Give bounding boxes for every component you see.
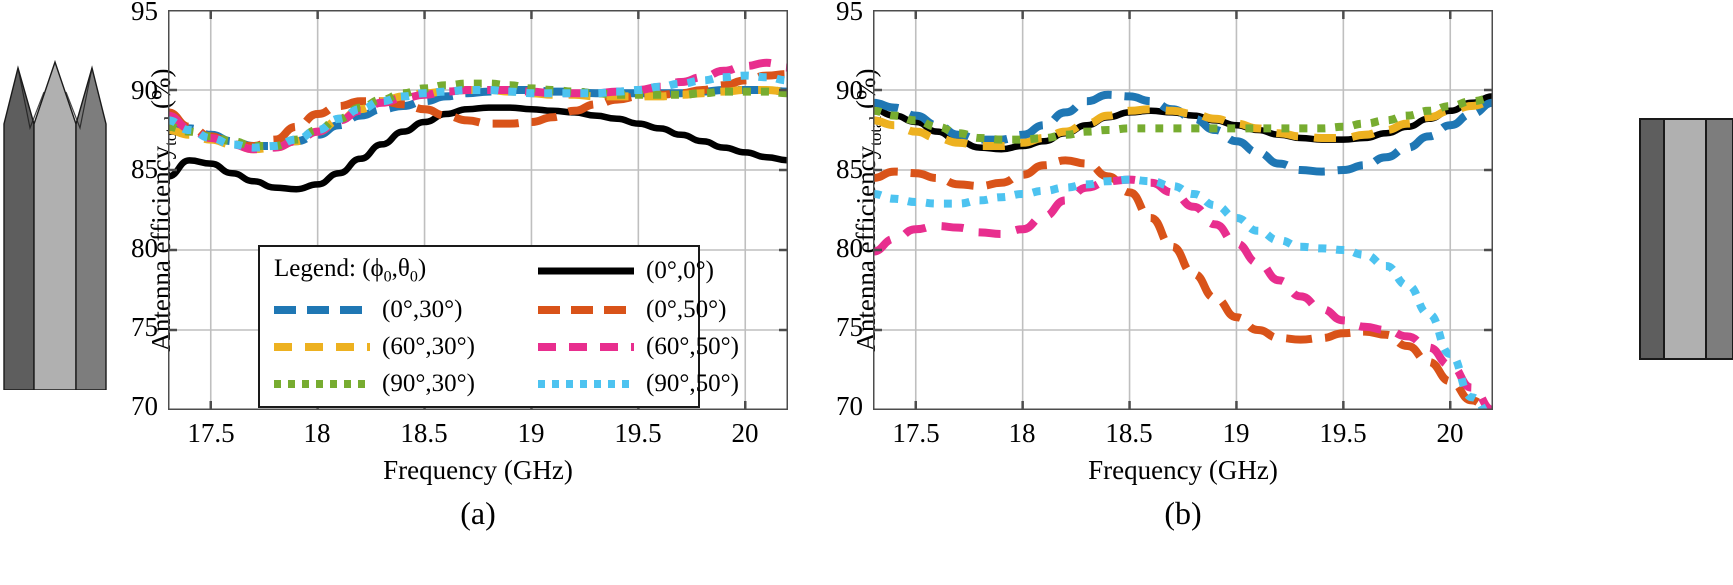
- y-tick-a-85: 85: [131, 154, 158, 184]
- y-tick-a-95: 95: [131, 0, 158, 26]
- legend-swatch-phi90-theta50: [536, 373, 640, 395]
- chart-panel-b: Antenna efficiencytotal (%) 95 90 85 80 …: [815, 0, 1635, 585]
- x-tick-a-5: 20: [731, 418, 759, 448]
- legend: Legend: (ϕ0,θ0) (0°,0°) (0°,30°) (0°,50°…: [258, 245, 739, 408]
- legend-title: Legend: (ϕ0,θ0): [274, 255, 427, 287]
- legend-swatch-phi60-theta30: [272, 336, 376, 358]
- legend-swatch-phi0-theta30: [272, 299, 376, 321]
- rectangular-antenna-icon: [1639, 118, 1733, 360]
- x-tick-b-2: 18.5: [1105, 418, 1153, 448]
- y-tick-b-70: 70: [836, 391, 863, 421]
- x-axis-label-b: Frequency (GHz): [1088, 455, 1278, 485]
- tapered-slot-antenna-icon: [0, 32, 110, 390]
- y-tick-b-90: 90: [836, 75, 863, 105]
- legend-label-phi60-theta30: (60°,30°): [382, 332, 475, 360]
- y-tick-a-75: 75: [131, 312, 158, 342]
- y-tick-a-70: 70: [131, 391, 158, 421]
- plot-area-b: [873, 10, 1493, 410]
- x-tick-a-0: 17.5: [187, 418, 235, 448]
- x-tick-b-4: 19.5: [1319, 418, 1367, 448]
- x-axis-label-a: Frequency (GHz): [383, 455, 573, 485]
- legend-swatch-phi60-theta50: [536, 336, 640, 358]
- x-tick-a-2: 18.5: [400, 418, 448, 448]
- legend-label-phi0-theta30: (0°,30°): [382, 295, 463, 323]
- legend-swatch-phi0-theta50: [536, 299, 640, 321]
- x-tick-a-1: 18: [303, 418, 331, 448]
- y-tick-b-95: 95: [836, 0, 863, 26]
- subfigure-caption-a: (a): [460, 495, 496, 531]
- chart-panel-a: Antenna efficiencytotal (%) 95 90 85 80 …: [110, 0, 810, 585]
- legend-label-phi60-theta50: (60°,50°): [646, 332, 739, 360]
- y-tick-b-75: 75: [836, 312, 863, 342]
- plot-area-a: [168, 10, 788, 410]
- x-tick-b-3: 19: [1222, 418, 1250, 448]
- x-tick-a-3: 19: [517, 418, 545, 448]
- x-tick-b-1: 18: [1008, 418, 1036, 448]
- legend-label-phi0-theta0: (0°,0°): [646, 257, 714, 285]
- legend-swatch-phi90-theta30: [272, 373, 376, 395]
- legend-label-phi90-theta30: (90°,30°): [382, 369, 475, 397]
- legend-label-phi0-theta50: (0°,50°): [646, 295, 727, 323]
- legend-label-phi90-theta50: (90°,50°): [646, 369, 739, 397]
- y-tick-b-80: 80: [836, 233, 863, 263]
- y-tick-b-85: 85: [836, 154, 863, 184]
- x-tick-b-5: 20: [1436, 418, 1464, 448]
- x-tick-a-4: 19.5: [614, 418, 662, 448]
- x-tick-b-0: 17.5: [892, 418, 940, 448]
- legend-swatch-phi0-theta0: [536, 260, 640, 282]
- subfigure-caption-b: (b): [1164, 495, 1202, 531]
- y-tick-a-80: 80: [131, 233, 158, 263]
- y-tick-a-90: 90: [131, 75, 158, 105]
